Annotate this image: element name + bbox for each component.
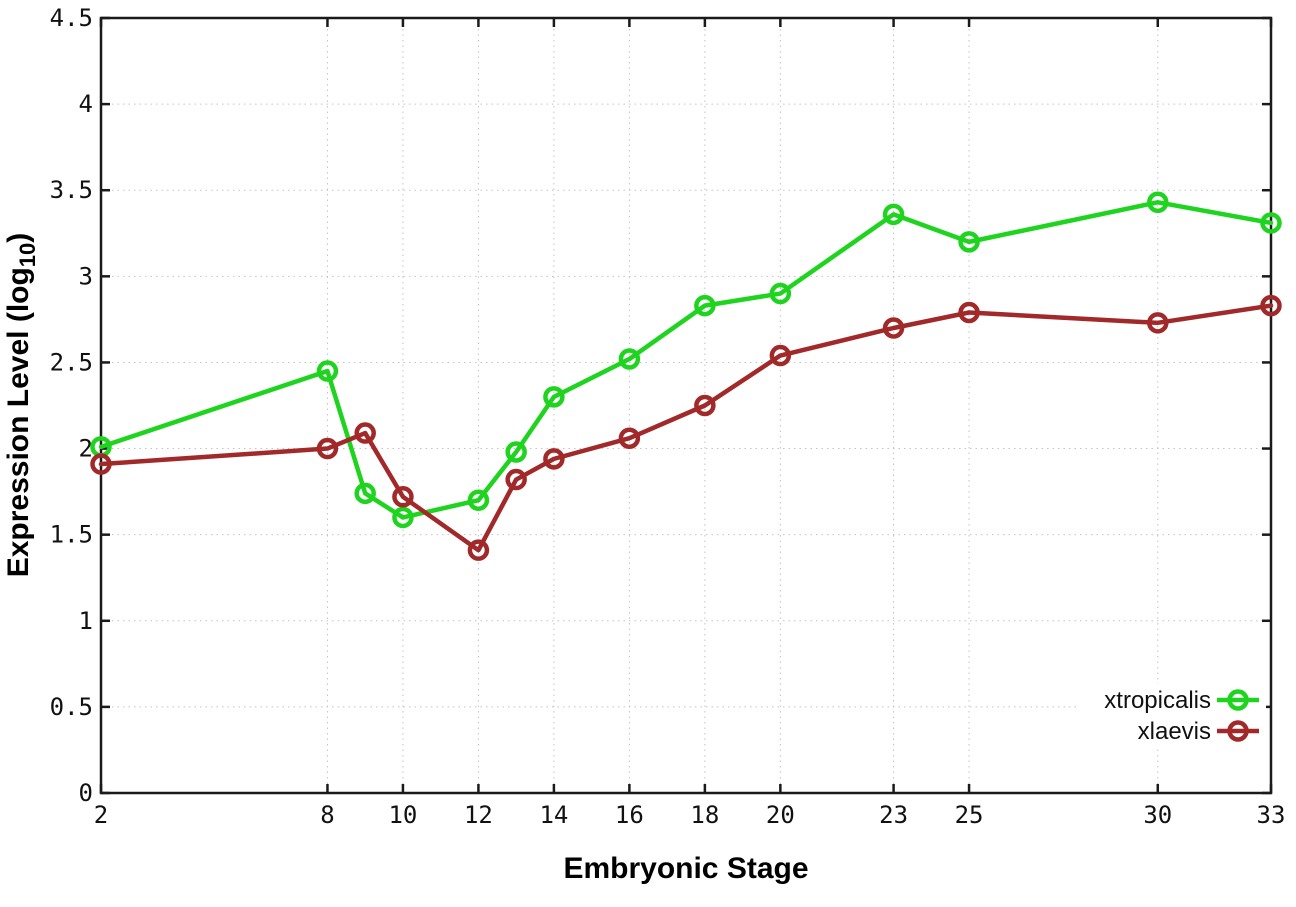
- data-point-xlaevis-stage-25: [958, 301, 980, 324]
- y-axis-title-main: Expression Level (log: [2, 267, 35, 577]
- legend-label-xtropicalis: xtropicalis: [1104, 687, 1211, 714]
- x-tick-label: 14: [539, 801, 568, 829]
- data-point-xlaevis-stage-18: [694, 394, 716, 417]
- plot-border: [99, 16, 1273, 795]
- x-tick-label: 10: [388, 801, 417, 829]
- data-point-xtropicalis-stage-23: [882, 203, 905, 226]
- x-tick-label: 20: [766, 801, 795, 829]
- y-axis-title-sub: 10: [15, 243, 40, 267]
- x-tick-label: 16: [615, 801, 644, 829]
- data-point-xtropicalis-stage-16: [618, 348, 641, 370]
- legend-marker-xlaevis: [1227, 720, 1249, 742]
- y-tick-label: 0: [79, 779, 93, 807]
- x-tick-label: 12: [464, 801, 493, 829]
- y-tick-label: 0.5: [50, 693, 93, 721]
- x-tick-label: 33: [1257, 801, 1286, 829]
- data-point-xtropicalis-stage-12: [467, 489, 490, 511]
- data-point-xtropicalis-stage-25: [958, 231, 980, 253]
- legend-label-xlaevis: xlaevis: [1138, 718, 1211, 745]
- data-point-xtropicalis-stage-10: [392, 506, 414, 529]
- data-point-xlaevis-stage-8: [316, 437, 339, 460]
- x-tick-label: 23: [879, 801, 908, 829]
- y-tick-label: 2: [79, 435, 93, 463]
- data-point-xtropicalis-stage-13: [505, 441, 527, 463]
- y-tick-label: 3.5: [50, 176, 93, 204]
- y-tick-label: 2.5: [50, 348, 93, 376]
- x-tick-label: 25: [955, 801, 984, 829]
- data-point-xtropicalis-stage-33: [1260, 212, 1282, 234]
- data-point-xlaevis-stage-9: [354, 422, 376, 444]
- data-point-xlaevis-stage-30: [1147, 312, 1169, 334]
- data-point-xlaevis-stage-33: [1260, 294, 1282, 317]
- x-tick-label: 18: [690, 801, 719, 829]
- x-tick-label: 30: [1143, 801, 1172, 829]
- y-tick-label: 4: [79, 90, 93, 118]
- data-point-xtropicalis-stage-8: [316, 360, 339, 382]
- data-point-xlaevis-stage-10: [392, 486, 414, 508]
- x-tick-label: 2: [94, 801, 108, 829]
- data-point-xtropicalis-stage-18: [694, 294, 716, 317]
- data-point-xlaevis-stage-23: [882, 317, 905, 339]
- series-line-xtropicalis: [98, 200, 1274, 520]
- y-tick-label: 1: [79, 607, 93, 635]
- y-tick-label: 3: [79, 262, 93, 290]
- y-axis-title-end: ): [2, 233, 35, 243]
- x-axis-title: Embryonic Stage: [563, 852, 808, 885]
- data-point-xlaevis-stage-14: [543, 448, 565, 470]
- generated-plot-layer: 2 8 10 12 14 16 18 20 23 25 30 33 0 0.5 1 1.5 2 2.5 3 3.5 4 4…: [50, 4, 1286, 829]
- y-axis-title: Expression Level (log10): [2, 233, 40, 578]
- data-point-xlaevis-stage-20: [769, 344, 792, 367]
- x-tick-label: 8: [320, 801, 334, 829]
- data-point-xtropicalis-stage-14: [543, 386, 565, 408]
- legend-marker-xtropicalis: [1227, 689, 1249, 711]
- data-point-xtropicalis-stage-20: [769, 282, 792, 305]
- series-line-xlaevis: [98, 303, 1274, 553]
- data-point-xlaevis-stage-12: [467, 539, 490, 561]
- data-point-xlaevis-stage-16: [618, 427, 641, 449]
- y-tick-label: 4.5: [50, 4, 93, 32]
- data-point-xtropicalis-stage-9: [354, 482, 376, 505]
- data-point-xlaevis-stage-13: [505, 468, 527, 491]
- data-point-xlaevis-stage-2: [90, 453, 112, 475]
- data-point-xtropicalis-stage-30: [1147, 191, 1169, 214]
- y-tick-label: 1.5: [50, 521, 93, 549]
